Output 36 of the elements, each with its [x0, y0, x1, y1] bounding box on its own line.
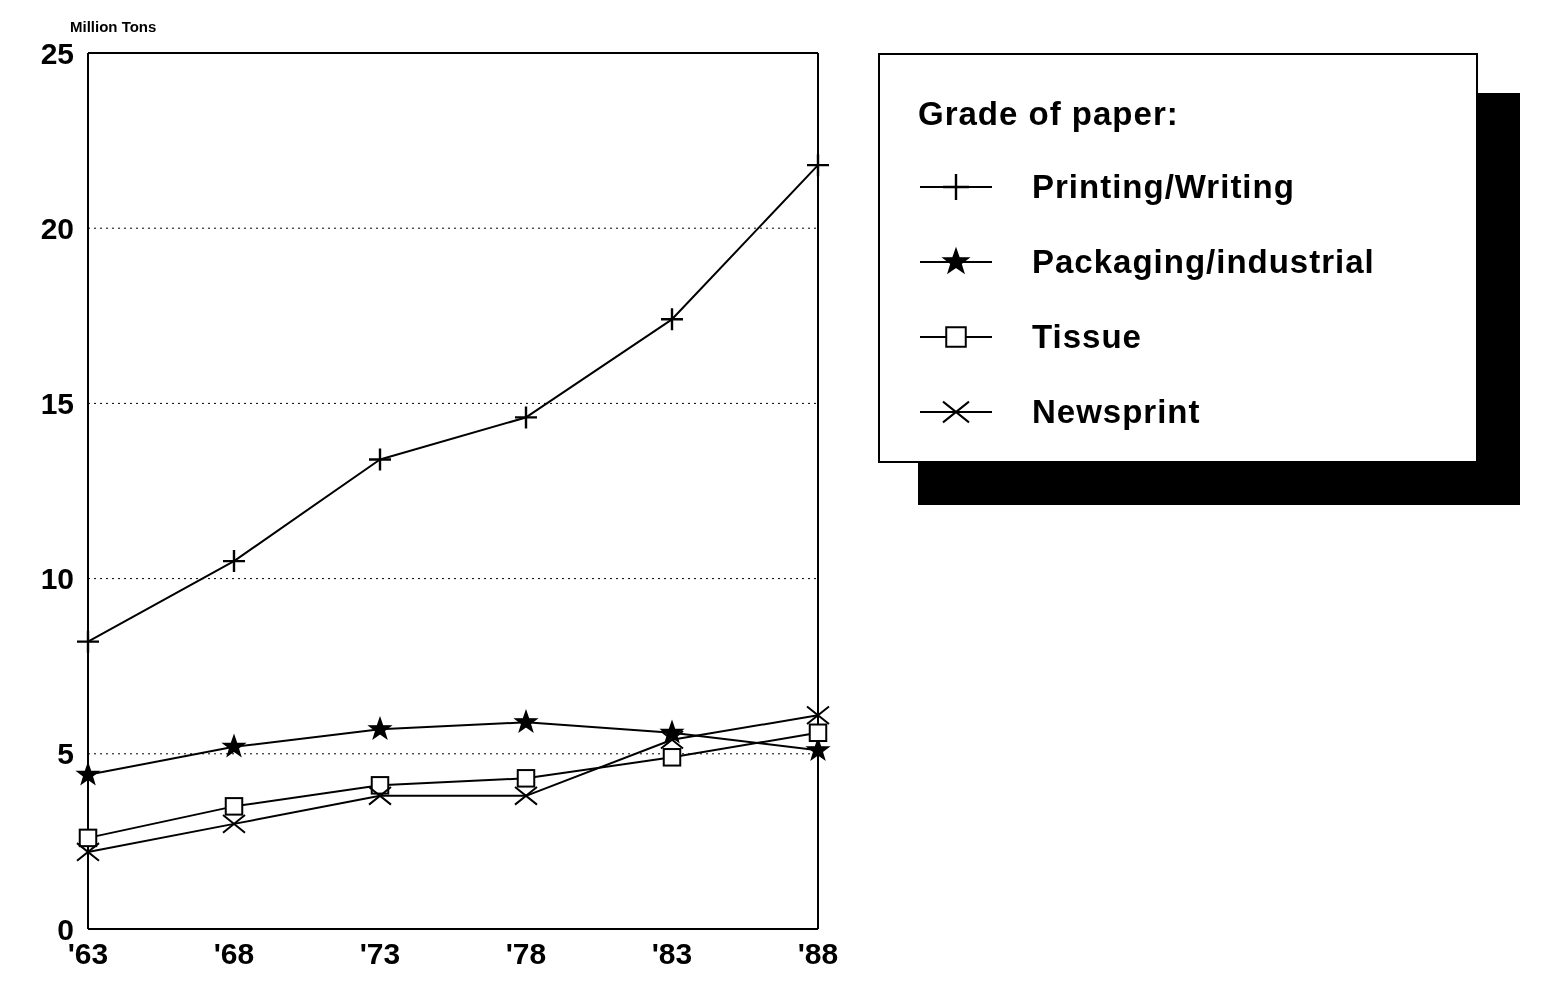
point — [661, 308, 683, 331]
x-tick-label: '68 — [213, 937, 255, 971]
y-axis-title: Million Tons — [70, 18, 157, 35]
point — [77, 630, 99, 653]
legend-title: Grade of paper: — [918, 95, 1180, 133]
x-tick-label: '88 — [797, 937, 839, 971]
x-tick-label: '73 — [359, 937, 401, 971]
x-tick-label: '83 — [651, 937, 693, 971]
point — [369, 448, 391, 471]
point — [660, 721, 684, 743]
point — [368, 786, 392, 806]
point — [368, 717, 392, 739]
legend-label: Printing/Writing — [1032, 167, 1295, 206]
y-tick-label: 15 — [40, 387, 74, 421]
y-tick-label: 5 — [57, 737, 74, 771]
point — [516, 769, 536, 788]
point — [660, 729, 684, 750]
legend-label: Tissue — [1032, 317, 1142, 356]
y-tick-label: 25 — [40, 36, 74, 70]
point — [222, 814, 246, 834]
y-tick-label: 20 — [40, 211, 74, 245]
point — [224, 797, 244, 816]
point — [76, 763, 100, 785]
legend-label: Packaging/industrial — [1032, 242, 1375, 281]
point — [514, 786, 538, 806]
point — [662, 748, 682, 767]
point — [76, 842, 100, 862]
legend-label: Newsprint — [1032, 392, 1201, 431]
y-tick-label: 10 — [40, 562, 74, 596]
point — [515, 406, 537, 429]
x-tick-label: '78 — [505, 937, 547, 971]
point — [806, 705, 830, 726]
point — [78, 828, 98, 848]
point — [808, 723, 828, 743]
point — [514, 710, 538, 732]
point — [222, 735, 246, 757]
